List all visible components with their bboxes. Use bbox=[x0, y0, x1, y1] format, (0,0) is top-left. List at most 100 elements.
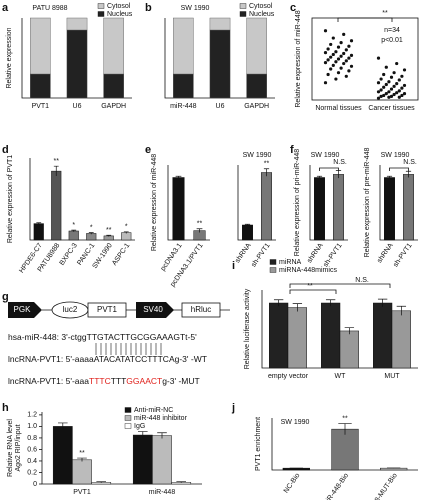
y-axis-label: Relative RNA level bbox=[7, 419, 14, 477]
y-axis-label: Relative expression bbox=[6, 27, 13, 88]
panel-label: e bbox=[145, 144, 151, 156]
bar bbox=[403, 174, 414, 241]
error-bar bbox=[106, 234, 112, 237]
x-tick-label: ASPC-1 bbox=[111, 242, 131, 267]
point bbox=[400, 93, 404, 98]
legend-swatch bbox=[97, 11, 105, 17]
point bbox=[382, 72, 386, 77]
bar-segment bbox=[30, 73, 51, 99]
sequences: hsa-miR-448: 3'-ctggTTGTACTTGCGGAAAGTt-5… bbox=[8, 332, 207, 386]
bar-segment bbox=[209, 29, 231, 99]
point bbox=[402, 68, 407, 72]
bar-segment bbox=[66, 29, 88, 99]
annotation: ** bbox=[307, 283, 313, 290]
point bbox=[342, 61, 346, 66]
point bbox=[389, 75, 394, 79]
sequence-segment: lncRNA-PVT1: 5'-aaa bbox=[8, 376, 89, 386]
bar bbox=[52, 426, 73, 485]
bar bbox=[51, 170, 62, 241]
error-bar bbox=[386, 175, 393, 179]
legend-swatch bbox=[124, 415, 132, 421]
promoter-arrow bbox=[8, 302, 42, 318]
point bbox=[342, 51, 346, 56]
error-bar bbox=[71, 229, 77, 232]
point bbox=[382, 85, 386, 89]
bar bbox=[380, 467, 408, 471]
error-bar bbox=[157, 432, 167, 439]
legend-swatch bbox=[269, 259, 277, 265]
y-axis-label: Relative expression of miR-448 bbox=[295, 10, 302, 107]
error-bar bbox=[325, 299, 336, 307]
y-tick-label: 0.2 bbox=[27, 469, 37, 476]
error-bar bbox=[405, 170, 412, 178]
point bbox=[326, 47, 330, 51]
bar bbox=[86, 233, 97, 241]
point bbox=[329, 67, 333, 71]
axes bbox=[271, 418, 418, 471]
sequence-line: lncRNA-PVT1: 5'-aaaTTTCTTTGGAACTg-3' -MU… bbox=[8, 376, 200, 386]
x-tick-label: MUT bbox=[384, 373, 400, 380]
point bbox=[379, 88, 383, 92]
panel-label: a bbox=[2, 2, 9, 14]
sequence-segment: GGAACT bbox=[126, 376, 162, 386]
legend-swatch bbox=[124, 407, 132, 413]
bracket bbox=[389, 167, 409, 171]
point bbox=[384, 92, 388, 96]
legend-label: Cytosol bbox=[249, 3, 273, 10]
panel-label: b bbox=[145, 2, 152, 14]
point bbox=[387, 80, 391, 84]
x-tick-label: miR-448 bbox=[170, 103, 197, 110]
element-label: PGK bbox=[14, 305, 32, 314]
panel-title: SW 1990 bbox=[311, 152, 340, 159]
sequence-segment: hsa-miR-448: 3'-ctggTTGTACTTGCGGAAAGTt-5… bbox=[8, 332, 197, 342]
element-label: luc2 bbox=[63, 305, 78, 314]
bar-segment bbox=[103, 17, 124, 75]
error-bar bbox=[77, 457, 87, 462]
bracket bbox=[289, 289, 337, 294]
point bbox=[323, 61, 328, 65]
y-axis-label: Relative expression of pri-miR-448 bbox=[294, 149, 301, 256]
bar bbox=[282, 467, 310, 471]
x-tick-label: shRNA bbox=[376, 242, 395, 264]
bar bbox=[384, 177, 395, 241]
significance: ** bbox=[106, 227, 112, 234]
point bbox=[349, 53, 354, 57]
point bbox=[379, 94, 383, 98]
bar bbox=[314, 177, 325, 241]
point bbox=[397, 95, 401, 99]
bar-segment bbox=[66, 17, 88, 31]
significance: ** bbox=[264, 161, 270, 168]
x-tick-label: sh-PVT1 bbox=[322, 242, 343, 268]
legend-swatch bbox=[269, 267, 277, 273]
panel-title: PATU 8988 bbox=[32, 5, 67, 12]
point bbox=[376, 81, 381, 85]
axes bbox=[21, 18, 132, 99]
annotation: N.S. bbox=[403, 159, 417, 166]
sequence-segment: g-3' -MUT bbox=[162, 376, 200, 386]
point bbox=[347, 44, 351, 48]
bar-segment bbox=[246, 73, 267, 99]
y-tick-label: 0 bbox=[33, 481, 37, 488]
x-tick-label: sh-PVT1 bbox=[250, 242, 271, 268]
y-axis-label: Relative luciferase activity bbox=[244, 288, 251, 369]
x-tick-label: NC-Bio bbox=[283, 472, 302, 495]
bar-segment bbox=[173, 73, 194, 99]
point bbox=[384, 65, 388, 69]
y-tick-label: 0.4 bbox=[27, 458, 37, 465]
error-bar bbox=[96, 481, 106, 483]
point bbox=[395, 61, 399, 66]
axes bbox=[164, 18, 275, 99]
panel-label: j bbox=[231, 402, 235, 414]
sequence-segment: lncRNA-PVT1: 5'-aaaaATACATATCCTTTCAg-3' … bbox=[8, 354, 207, 364]
significance: * bbox=[90, 224, 93, 231]
panel-title: SW 1990 bbox=[281, 419, 310, 426]
bar bbox=[132, 434, 153, 485]
annotation: n=34 bbox=[384, 27, 400, 34]
point bbox=[347, 69, 351, 73]
bar bbox=[373, 302, 393, 369]
bar bbox=[121, 232, 132, 241]
error-bar bbox=[36, 222, 42, 225]
point bbox=[384, 82, 388, 87]
error-bar bbox=[176, 481, 186, 483]
point bbox=[382, 93, 386, 98]
